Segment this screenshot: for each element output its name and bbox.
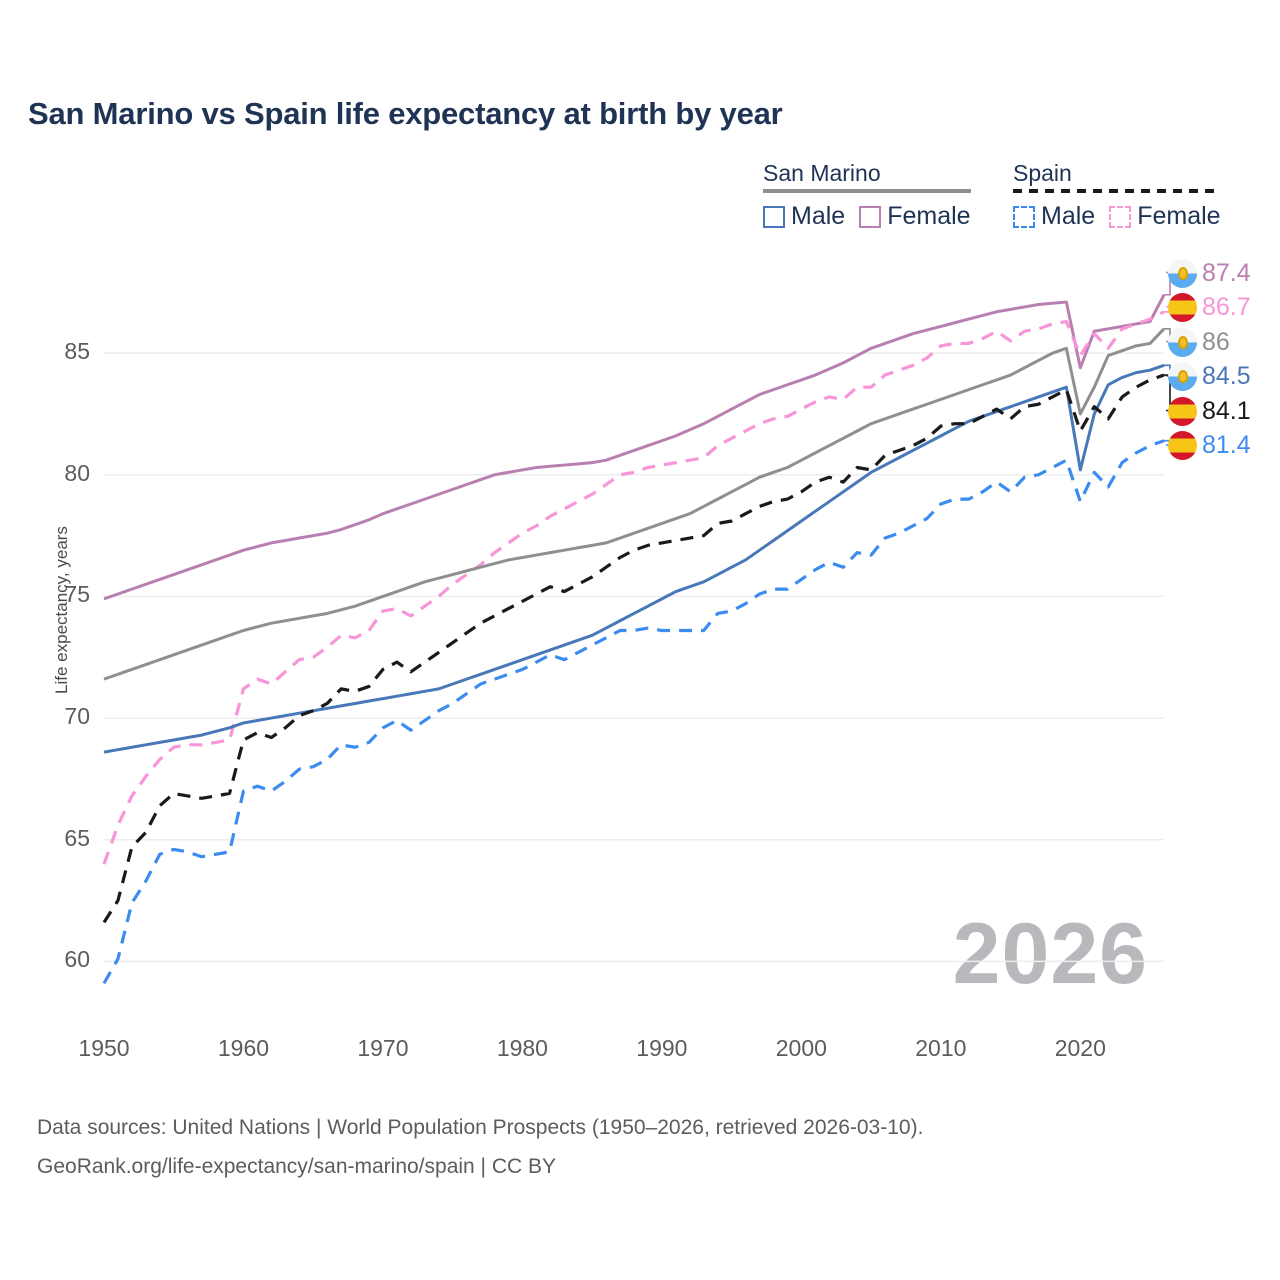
x-axis-tick-label: 2000 xyxy=(775,1035,827,1061)
legend-swatch-icon xyxy=(1013,205,1035,228)
footer-line-url: GeoRank.org/life-expectancy/san-marino/s… xyxy=(37,1155,557,1178)
y-axis-tick-label: 75 xyxy=(64,581,90,608)
series-line xyxy=(103,294,1166,601)
y-axis-tick-label: 65 xyxy=(64,824,90,851)
end-label-value: 86.7 xyxy=(1202,293,1251,321)
legend-item-spain-male[interactable]: Male xyxy=(1013,202,1095,231)
legend-country-label: Spain xyxy=(1013,160,1072,186)
legend-item-label: Female xyxy=(1137,202,1221,230)
series-line xyxy=(103,327,1166,681)
series-line xyxy=(103,363,1165,754)
legend-item-label: Male xyxy=(1041,202,1096,230)
footer-line-sources: Data sources: United Nations | World Pop… xyxy=(37,1116,924,1139)
end-label-value: 84.1 xyxy=(1202,396,1251,425)
y-axis-tick-label: 85 xyxy=(64,338,90,365)
end-label-value: 86 xyxy=(1202,327,1230,356)
end-label-row: 86 xyxy=(1168,327,1230,357)
end-label-row: 87.4 xyxy=(1168,258,1251,288)
legend-swatch-icon xyxy=(763,205,785,228)
end-label-value: 84.5 xyxy=(1202,362,1251,390)
x-axis-tick-label: 1970 xyxy=(357,1035,409,1061)
x-axis-tick-label: 1950 xyxy=(78,1035,130,1061)
legend-rule-solid xyxy=(763,189,971,193)
y-axis-tick-label: 80 xyxy=(64,459,90,486)
y-axis-tick-label: 70 xyxy=(64,703,90,730)
spain-flag-icon xyxy=(1168,293,1197,322)
san-marino-flag-icon xyxy=(1168,258,1197,288)
legend-country-label: San Marino xyxy=(763,160,881,186)
spain-flag-icon xyxy=(1168,396,1197,426)
x-axis-tick-label: 2010 xyxy=(915,1035,967,1061)
spain-flag-icon xyxy=(1168,431,1197,460)
legend-item-label: Female xyxy=(887,202,971,230)
legend-swatch-icon xyxy=(1109,205,1132,228)
footer-attribution: Data sources: United Nations | World Pop… xyxy=(37,1108,923,1186)
legend-item-san-marino-male[interactable]: Male xyxy=(763,202,845,231)
end-label-row: 86.7 xyxy=(1168,293,1251,323)
san-marino-flag-icon xyxy=(1168,362,1197,391)
legend-item-label: Male xyxy=(791,202,846,230)
series-lines xyxy=(102,294,1166,985)
end-label-value: 87.4 xyxy=(1202,258,1251,287)
y-axis-label: Life expectancy, years xyxy=(52,526,71,694)
legend-group-spain: Spain Male Female xyxy=(1013,160,1221,231)
series-line xyxy=(102,439,1165,985)
x-axis-tick-label: 1990 xyxy=(636,1035,688,1061)
chart-title: San Marino vs Spain life expectancy at b… xyxy=(28,96,783,131)
end-label-value: 81.4 xyxy=(1202,431,1251,459)
end-label-row: 84.1 xyxy=(1168,396,1251,426)
year-watermark: 2026 xyxy=(952,906,1148,1002)
legend-item-spain-female[interactable]: Female xyxy=(1109,202,1221,231)
gridlines xyxy=(104,352,1164,963)
legend-swatch-icon xyxy=(859,205,882,228)
chart-legend: San Marino Male Female Spain Male xyxy=(755,160,1255,240)
end-label-row: 84.5 xyxy=(1168,362,1251,392)
end-label-row: 81.4 xyxy=(1168,431,1251,461)
y-axis-tick-label: 60 xyxy=(64,946,90,973)
series-line xyxy=(102,310,1165,865)
legend-group-san-marino: San Marino Male Female xyxy=(763,160,971,231)
x-axis-tick-label: 1960 xyxy=(217,1035,270,1061)
san-marino-flag-icon xyxy=(1168,327,1197,357)
x-axis-tick-label: 2020 xyxy=(1054,1035,1106,1061)
x-axis-tick-label: 1980 xyxy=(496,1035,548,1061)
legend-item-san-marino-female[interactable]: Female xyxy=(859,202,971,231)
legend-rule-dashed xyxy=(1013,189,1221,193)
